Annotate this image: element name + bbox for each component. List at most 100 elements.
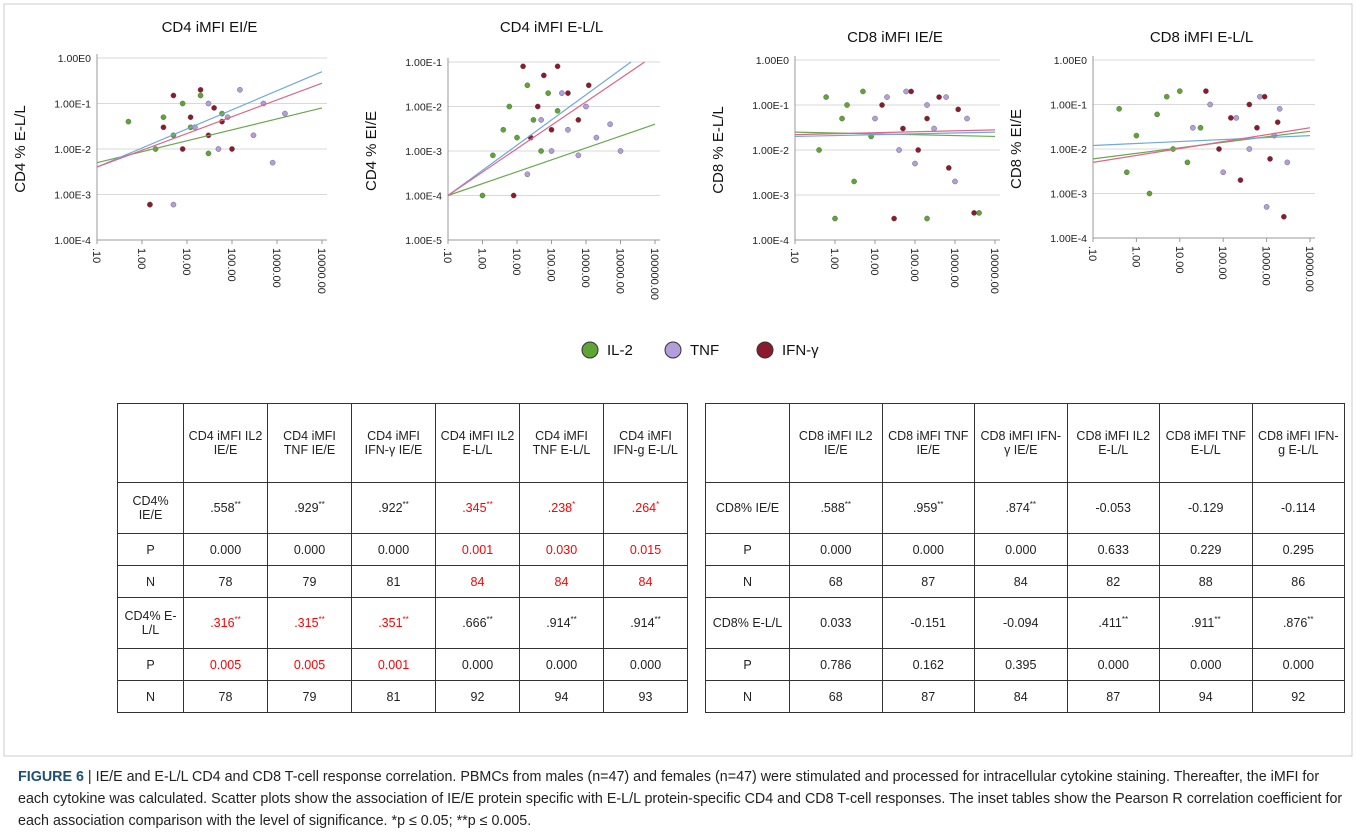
- significance: **: [1121, 615, 1129, 625]
- data-point: [490, 152, 496, 159]
- row-label: CD4% IE/E: [117, 482, 184, 534]
- header-cell: CD4 iMFI IL2 E-L/L: [435, 403, 520, 483]
- data-point: [1154, 111, 1160, 118]
- row-label: N: [117, 565, 184, 598]
- data-point: [269, 159, 276, 166]
- data-point: [1284, 159, 1291, 166]
- table-cell: .238*: [519, 482, 604, 534]
- data-point: [250, 132, 257, 139]
- table-cell: 0.162: [881, 648, 975, 681]
- data-point: [617, 148, 624, 154]
- data-point: [160, 124, 167, 131]
- table-cell: 68: [789, 565, 883, 598]
- y-tick-label: 1.00E-5: [405, 235, 442, 247]
- data-point: [187, 114, 194, 120]
- row-label: CD8% E-L/L: [705, 597, 790, 649]
- legend-marker: [756, 341, 774, 359]
- data-point: [530, 117, 537, 123]
- data-point: [964, 115, 970, 122]
- row-label: P: [705, 648, 790, 681]
- data-point: [1146, 190, 1153, 197]
- data-point: [1123, 169, 1130, 176]
- data-point: [946, 165, 952, 171]
- table-cell: 81: [351, 680, 436, 713]
- table-cell: 0.000: [881, 533, 975, 566]
- x-tick-label: 10.00: [180, 248, 192, 276]
- significance: **: [844, 500, 852, 510]
- data-point: [1261, 93, 1268, 100]
- table-row: CD4% IE/E .558** .929** .922** .345** .238* .2…: [117, 482, 688, 534]
- table-cell: .922**: [351, 482, 436, 534]
- data-point: [179, 146, 186, 152]
- table-cell: 0.000: [789, 533, 883, 566]
- data-point: [924, 102, 930, 108]
- data-point: [872, 115, 878, 122]
- data-point: [160, 114, 167, 120]
- data-point: [816, 147, 822, 153]
- significance: *: [656, 500, 660, 510]
- table-row: P 0.000 0.000 0.000 0.001 0.030 0.015: [117, 533, 688, 566]
- table-row: CD8% IE/E .588** .959** .874** -0.053 -0.129-…: [705, 482, 1345, 534]
- data-point: [538, 148, 544, 154]
- header-cell: CD4 iMFI IL2 IE/E: [183, 403, 268, 483]
- header-cell: CD4 iMFI IFN-γ IE/E: [351, 403, 436, 483]
- row-label: P: [705, 533, 790, 566]
- cell-value: 84: [470, 574, 485, 589]
- table-cell: .588**: [789, 482, 883, 534]
- table-cell: 0.001: [351, 648, 436, 681]
- y-tick-label: 1.00E-1: [1050, 100, 1087, 112]
- x-tick-label: 100000.00: [648, 248, 660, 300]
- y-tick-label: 1.00E-1: [54, 99, 91, 111]
- chart-title: CD8 iMFI E-L/L: [1150, 29, 1253, 46]
- data-point: [896, 147, 902, 153]
- table-cell: 84: [519, 565, 604, 598]
- table-cell: 0.005: [267, 648, 352, 681]
- cell-value: .351: [378, 616, 403, 631]
- significance: **: [1307, 615, 1314, 625]
- data-point: [520, 63, 526, 70]
- data-point: [976, 210, 982, 216]
- data-point: [1281, 213, 1287, 220]
- y-axis-label: CD8 % EI/E: [1008, 109, 1025, 189]
- cell-value: .345: [462, 501, 487, 516]
- data-point: [931, 125, 937, 132]
- table-row: N 68 87 84 87 94 92: [705, 680, 1345, 713]
- y-tick-label: 1.00E-1: [752, 100, 789, 112]
- y-axis-label: CD8 % E-L/L: [710, 106, 727, 194]
- data-point: [884, 94, 890, 100]
- data-point: [565, 126, 571, 133]
- table-cell: 0.001: [435, 533, 520, 566]
- data-point: [823, 94, 829, 100]
- header-cell: CD8 iMFI IFN-γ IE/E: [974, 403, 1068, 483]
- data-point: [583, 103, 589, 110]
- fit-line: [96, 71, 323, 168]
- table-cell: 84: [974, 565, 1068, 598]
- legend-label: IFN-γ: [782, 342, 819, 359]
- fit-line: [447, 61, 645, 196]
- y-tick-label: 1.00E-1: [405, 57, 442, 69]
- significance: **: [318, 500, 325, 510]
- significance: **: [1029, 500, 1037, 510]
- data-point: [924, 115, 930, 122]
- data-point: [585, 82, 592, 89]
- x-tick-label: .10: [441, 248, 453, 263]
- y-tick-label: 1.00E-2: [405, 102, 442, 114]
- data-point: [839, 115, 845, 122]
- data-point: [575, 152, 582, 159]
- data-point: [205, 100, 212, 107]
- data-point: [179, 100, 186, 107]
- table-cell: 84: [974, 680, 1068, 713]
- table-cell: 0.000: [183, 533, 268, 566]
- data-point: [1257, 93, 1263, 100]
- x-tick-label: .10: [1086, 246, 1098, 261]
- cell-value: 0.030: [545, 542, 578, 557]
- data-point: [1197, 124, 1204, 131]
- x-tick-label: 10.00: [510, 248, 522, 276]
- x-tick-label: 10000.00: [1303, 246, 1315, 292]
- significance: **: [654, 615, 661, 625]
- y-tick-label: 1.00E-3: [1050, 189, 1087, 201]
- legend-marker: [581, 341, 599, 359]
- significance: **: [1214, 615, 1221, 625]
- legend-label: TNF: [690, 342, 719, 359]
- data-point: [1276, 106, 1283, 112]
